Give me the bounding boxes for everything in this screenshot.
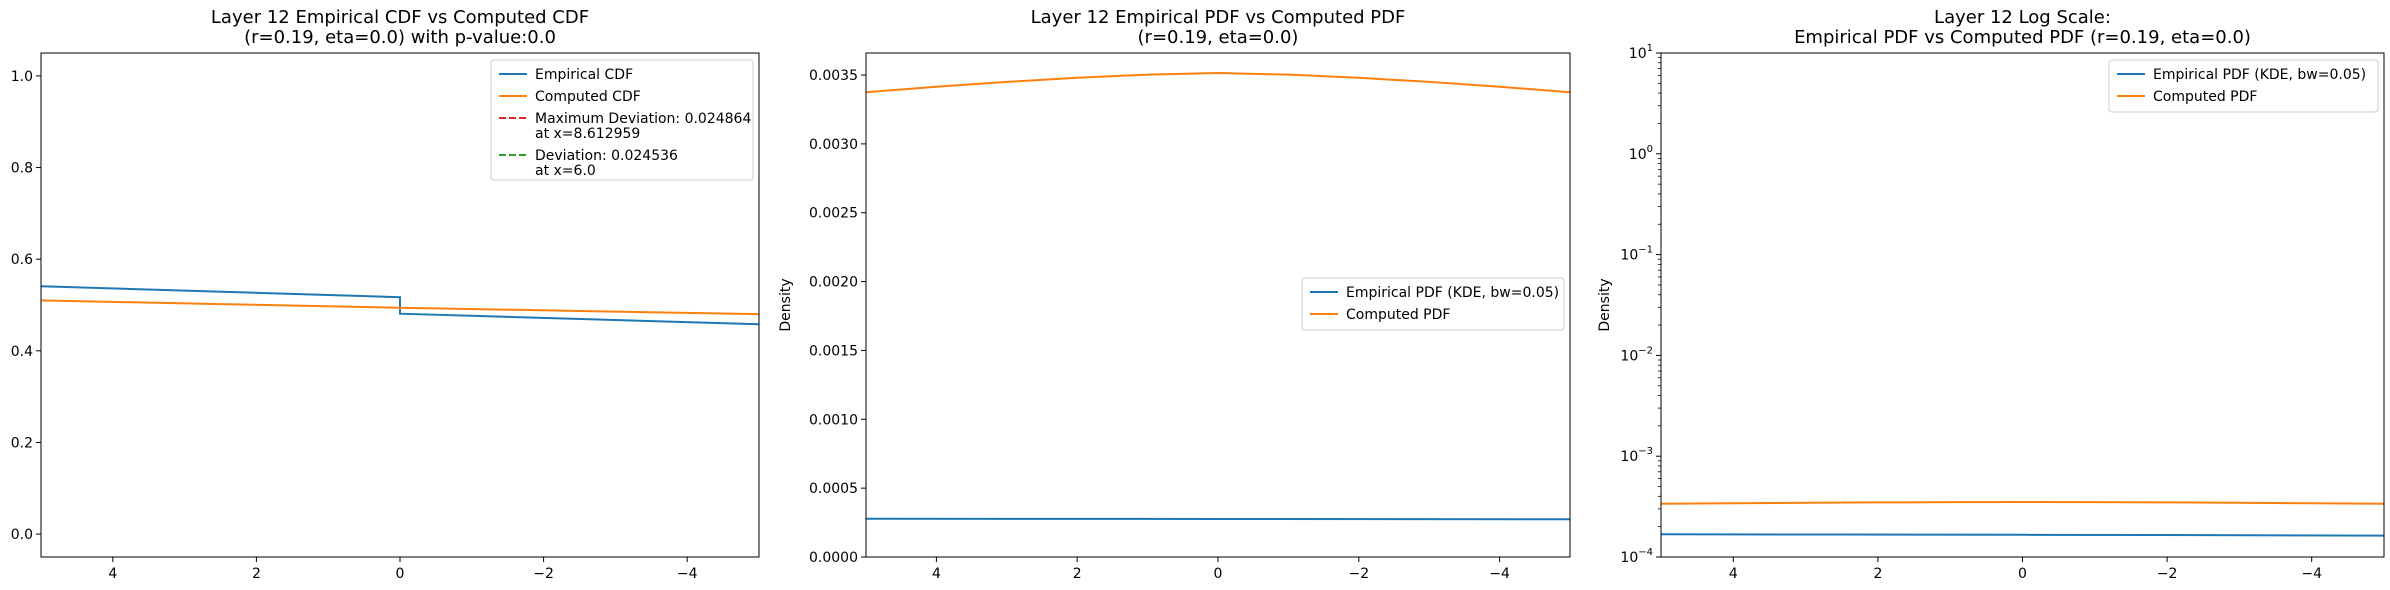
legend-label: Computed PDF	[2153, 89, 2257, 105]
legend-box	[490, 59, 754, 181]
y-tick-label: 0.0020	[809, 275, 858, 291]
legend-label: Empirical PDF (KDE, bw=0.05)	[2153, 67, 2366, 83]
legend-label: Computed CDF	[535, 89, 641, 105]
legend-label: Empirical CDF	[535, 67, 633, 83]
y-tick-label: 10−2	[1620, 345, 1653, 364]
y-tick-label: 0.0025	[809, 206, 858, 222]
series-line-2	[41, 299, 759, 316]
axes-frame	[1660, 52, 2385, 558]
x-tick-label: −4	[1489, 566, 1510, 582]
chart-title: (r=0.19, eta=0.0) with p-value:0.0	[244, 27, 556, 48]
x-tick-label: 0	[396, 566, 405, 582]
y-tick-label: 0.6	[11, 252, 33, 268]
legend-label: Computed PDF	[1346, 307, 1450, 323]
chart-title: Layer 12 Empirical PDF vs Computed PDF	[1031, 7, 1406, 28]
x-tick-label: 2	[1873, 566, 1882, 582]
y-tick-label: 0.0000	[809, 550, 858, 566]
y-tick-label: 1.0	[11, 69, 33, 85]
legend: Empirical PDF (KDE, bw=0.05) Computed PDF	[1301, 277, 1565, 331]
legend-label: at x=6.0	[535, 163, 596, 179]
x-tick-label: 2	[252, 566, 261, 582]
legend-item-1: Empirical CDF	[499, 67, 633, 83]
y-tick-label: 10−1	[1620, 245, 1653, 264]
y-axis-label: Density	[1597, 278, 1613, 331]
y-tick-label: 0.2	[11, 435, 33, 451]
y-tick-label: 0.4	[11, 344, 33, 360]
chart-title: Empirical PDF vs Computed PDF (r=0.19, e…	[1794, 27, 2251, 48]
y-tick-label: 0.0	[11, 527, 33, 543]
series-line-2	[1661, 501, 2384, 505]
x-tick-label: −2	[1348, 566, 1369, 582]
y-tick-label: 10−3	[1620, 446, 1653, 465]
chart-3: 4 2 0 −2 −4 10−4 10−3 10−2 10−1 100 101 Layer 12 Lo…	[1597, 7, 2385, 582]
y-tick-label: 101	[1629, 43, 1653, 62]
x-tick-label: 0	[2018, 566, 2027, 582]
x-tick-label: −2	[533, 566, 554, 582]
legend-label: at x=8.612959	[535, 126, 640, 142]
y-tick-label: 0.8	[11, 161, 33, 177]
series-line-2	[866, 71, 1570, 94]
x-tick-label: 4	[1729, 566, 1738, 582]
chart-2: 4 2 0 −2 −4 0.0000 0.0005 0.0010 0.0015 0.0020 0.0…	[778, 7, 1571, 582]
legend: Empirical CDF Computed CDF Maximum Deviati…	[490, 59, 754, 181]
y-axis-label: Density	[778, 278, 794, 331]
legend-label: Maximum Deviation: 0.024864	[535, 111, 751, 127]
x-tick-label: 4	[108, 566, 117, 582]
legend-item-2: Computed PDF	[2117, 89, 2257, 105]
x-tick-label: 0	[1214, 566, 1223, 582]
x-tick-label: −4	[2301, 566, 2322, 582]
y-tick-label: 0.0005	[809, 481, 858, 497]
legend-box	[1301, 277, 1565, 331]
y-tick-label: 100	[1629, 144, 1653, 163]
y-tick-label: 0.0030	[809, 137, 858, 153]
y-tick-label: 0.0035	[809, 68, 858, 84]
x-tick-label: 2	[1073, 566, 1082, 582]
legend-item-2: Computed CDF	[499, 89, 641, 105]
x-tick-label: −2	[2157, 566, 2178, 582]
chart-1: 4 2 0 −2 −4 0.0 0.2 0.4 0.6 0.8 1.0 Layer 12 Empiri…	[11, 7, 760, 582]
legend-item-2: Computed PDF	[1310, 307, 1450, 323]
x-tick-label: 4	[932, 566, 941, 582]
y-tick-label: 0.0010	[809, 412, 858, 428]
legend-label: Deviation: 0.024536	[535, 148, 678, 164]
series-line-1	[866, 517, 1570, 521]
chart-title: Layer 12 Empirical CDF vs Computed CDF	[211, 7, 589, 28]
chart-title: (r=0.19, eta=0.0)	[1138, 27, 1299, 48]
legend-label: Empirical PDF (KDE, bw=0.05)	[1346, 285, 1559, 301]
y-tick-label: 0.0015	[809, 343, 858, 359]
series-line-1	[1661, 533, 2384, 537]
chart-title: Layer 12 Log Scale:	[1934, 7, 2111, 28]
y-tick-label: 10−4	[1620, 547, 1653, 566]
series-line-1	[41, 285, 759, 326]
legend-item-1: Empirical PDF (KDE, bw=0.05)	[1310, 285, 1559, 301]
legend: Empirical PDF (KDE, bw=0.05) Computed PDF	[2108, 59, 2379, 113]
legend-item-1: Empirical PDF (KDE, bw=0.05)	[2117, 67, 2366, 83]
x-tick-label: −4	[677, 566, 698, 582]
legend-box	[2108, 59, 2379, 113]
